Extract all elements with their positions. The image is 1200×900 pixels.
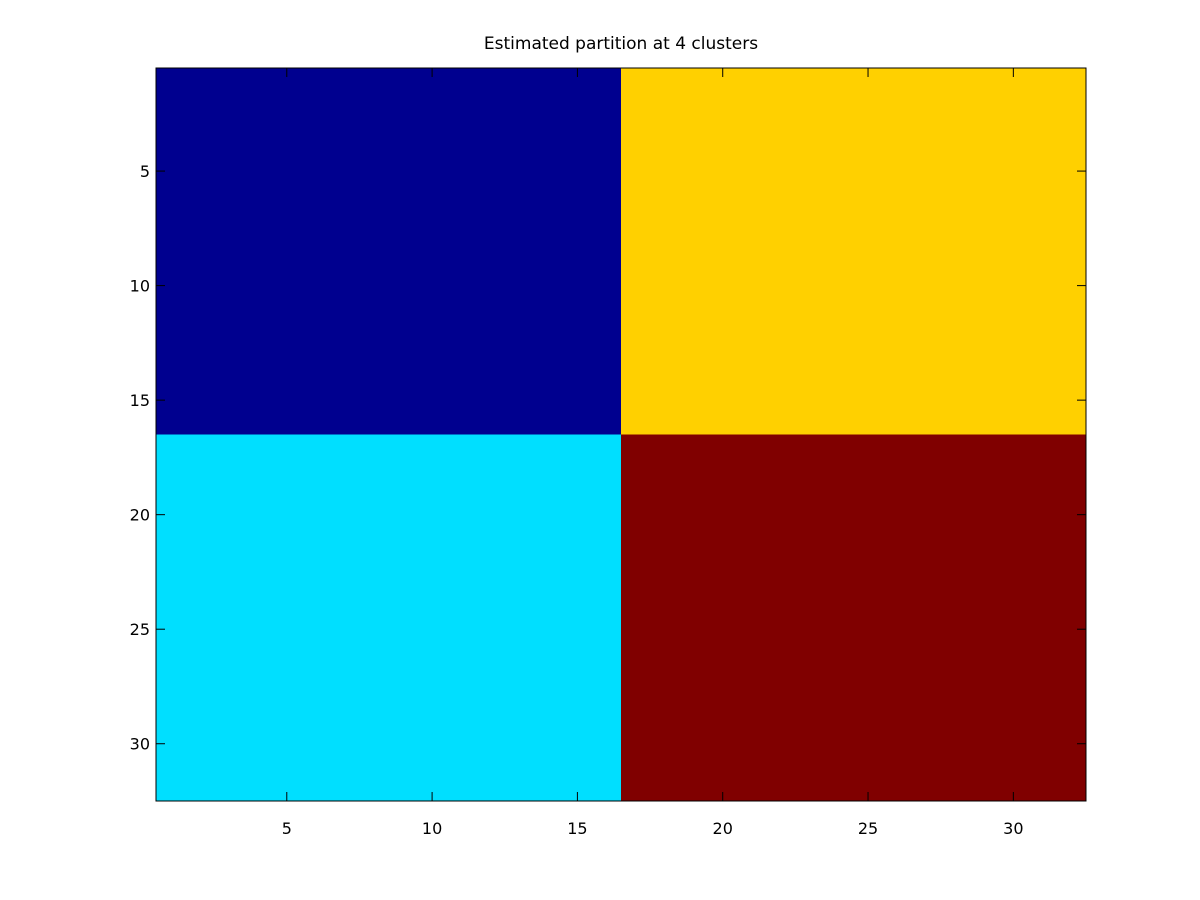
x-tick-label: 30	[1003, 819, 1023, 838]
axis-ticks	[156, 68, 1086, 801]
chart-title: Estimated partition at 4 clusters	[484, 34, 758, 54]
heatmap-block-cluster-2	[156, 434, 621, 801]
axes-frame	[155, 67, 1087, 802]
y-tick-label: 30	[130, 735, 150, 754]
y-tick-label: 25	[130, 620, 150, 639]
y-tick-label: 5	[140, 162, 150, 181]
tick-labels: 5 10 15 20 25 30 5 10 15 20 25 30	[130, 162, 1024, 838]
x-tick-label: 25	[858, 819, 878, 838]
heatmap-cells	[156, 68, 1086, 801]
x-tick-label: 10	[422, 819, 442, 838]
heatmap-block-cluster-1	[156, 68, 621, 435]
x-tick-label: 5	[282, 819, 292, 838]
y-tick-label: 20	[130, 506, 150, 525]
y-tick-label: 10	[130, 277, 150, 296]
x-tick-label: 15	[567, 819, 587, 838]
y-tick-label: 15	[130, 391, 150, 410]
heatmap-block-cluster-3	[621, 68, 1086, 435]
heatmap-block-cluster-4	[621, 434, 1086, 801]
x-tick-label: 20	[713, 819, 733, 838]
